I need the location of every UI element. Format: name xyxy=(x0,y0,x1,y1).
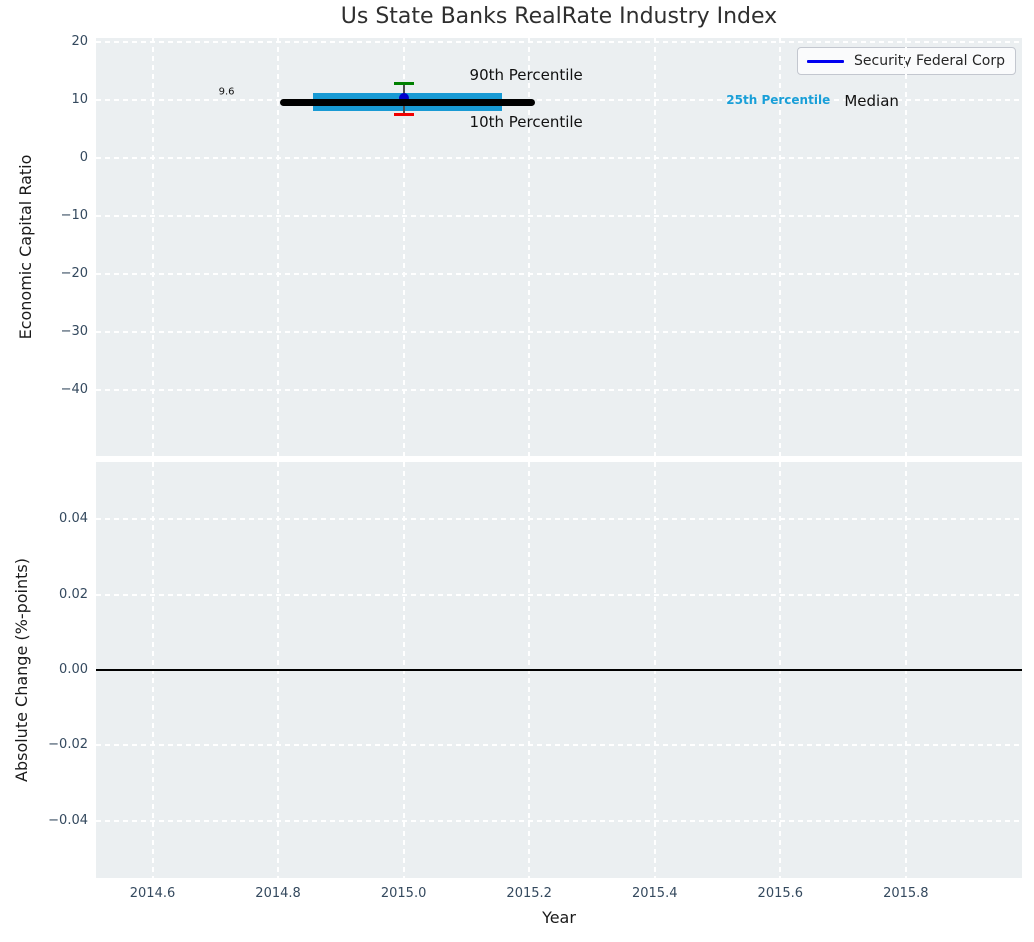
gridline-horizontal xyxy=(96,215,1022,218)
y-tick-label: 20 xyxy=(71,34,88,50)
gridline-horizontal xyxy=(96,819,1022,822)
x-tick-label: 2015.2 xyxy=(506,886,552,901)
gridline-vertical xyxy=(277,38,280,456)
chart-title: Us State Banks RealRate Industry Index xyxy=(340,4,778,29)
y-tick-label: −40 xyxy=(60,382,88,398)
axes-economic-capital-ratio xyxy=(96,38,1022,456)
gridline-vertical xyxy=(151,38,154,456)
annotation-90th-percentile: 90th Percentile xyxy=(469,65,583,84)
gridline-horizontal xyxy=(96,744,1022,747)
legend-label-security-federal-corp: Security Federal Corp xyxy=(854,53,1005,69)
x-tick-label: 2015.0 xyxy=(380,886,427,901)
y-tick-label: −0.02 xyxy=(48,737,88,753)
x-tick-label: 2014.6 xyxy=(129,886,176,901)
annotation-25th-percentile: 25th Percentile xyxy=(726,93,831,108)
whisker-cap-10th-percentile xyxy=(393,113,414,117)
gridline-vertical xyxy=(528,38,531,456)
gridline-horizontal xyxy=(96,273,1022,276)
zero-line xyxy=(96,669,1022,671)
annotation-10th-percentile: 10th Percentile xyxy=(469,112,583,131)
x-tick-label: 2015.6 xyxy=(757,886,804,901)
x-tick-label: 2015.4 xyxy=(631,886,678,901)
gridline-horizontal xyxy=(96,157,1022,160)
gridline-horizontal xyxy=(96,518,1022,521)
gridline-vertical xyxy=(653,38,656,456)
y-tick-label: 0 xyxy=(79,150,88,166)
y-tick-label: 0.02 xyxy=(59,586,88,602)
gridline-horizontal xyxy=(96,389,1022,392)
legend-line-icon xyxy=(807,59,844,63)
gridline-horizontal xyxy=(96,99,1022,102)
y-tick-label: −30 xyxy=(60,324,88,340)
company-data-point xyxy=(398,93,409,104)
gridline-vertical xyxy=(779,38,782,456)
gridline-vertical xyxy=(904,38,907,456)
y-tick-label: −20 xyxy=(60,266,88,282)
y-tick-label: −10 xyxy=(60,208,88,224)
y-tick-label: 10 xyxy=(71,92,88,108)
gridline-horizontal xyxy=(96,593,1022,596)
gridline-vertical xyxy=(402,38,405,456)
whisker-cap-90th-percentile xyxy=(393,82,414,86)
y-axis-label-economic-capital-ratio: Economic Capital Ratio xyxy=(16,154,35,340)
gridline-horizontal xyxy=(96,41,1022,44)
annotation-9-6: 9.6 xyxy=(218,86,235,98)
y-tick-label: −0.04 xyxy=(48,812,88,828)
x-tick-label: 2015.8 xyxy=(883,886,929,901)
y-tick-label: 0.04 xyxy=(59,511,88,527)
x-tick-label: 2014.8 xyxy=(255,886,301,901)
median-line xyxy=(279,98,536,106)
x-axis-label-year: Year xyxy=(542,908,576,927)
annotation-median: Median xyxy=(844,92,899,111)
y-tick-label: 0.00 xyxy=(59,662,88,677)
gridline-horizontal xyxy=(96,331,1022,334)
